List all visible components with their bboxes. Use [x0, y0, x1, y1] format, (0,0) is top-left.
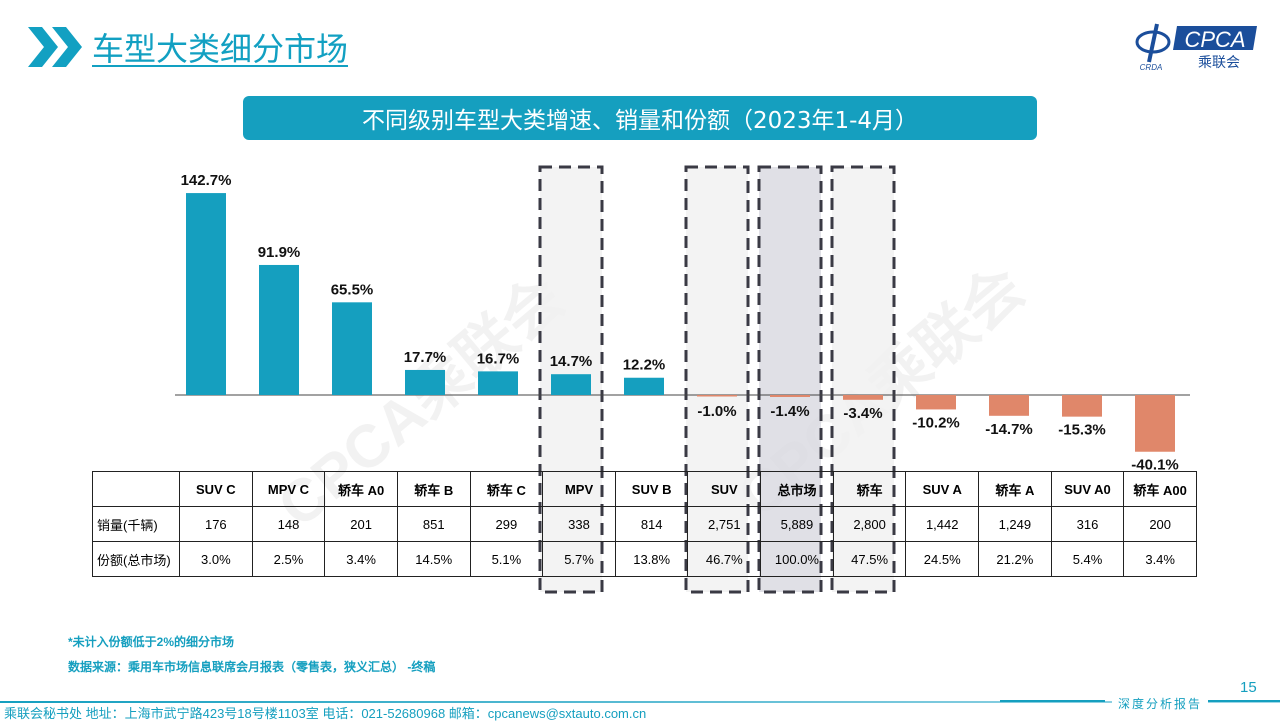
- table-cell: 2,751: [687, 506, 762, 542]
- bar: [332, 302, 372, 395]
- cpca-logo: CPCA 乘联会 CRDA: [1135, 23, 1257, 72]
- bar: [186, 193, 226, 395]
- column-header: 轿车 C: [469, 471, 544, 507]
- table-cell: 5.4%: [1050, 541, 1125, 577]
- page-number: 15: [1240, 679, 1257, 696]
- table-cell: 316: [1050, 506, 1125, 542]
- bar: [697, 395, 737, 397]
- column-header: MPV C: [251, 471, 326, 507]
- data-label: 16.7%: [477, 350, 520, 367]
- bar: [259, 264, 299, 395]
- data-table: SUV C MPV C 轿车 A0 轿车 B 轿车 C MPV SUV B SUV 总市场 轿车 S…: [92, 471, 1197, 577]
- page-title: 车型大类细分市场: [28, 24, 348, 70]
- table-cell: 201: [324, 506, 398, 542]
- bar: [770, 395, 810, 397]
- column-header: 轿车 B: [396, 471, 471, 507]
- table-cell: 1,442: [905, 506, 980, 542]
- table-cell: 5.7%: [542, 541, 616, 577]
- table-cell: 3.0%: [179, 541, 253, 577]
- svg-text:乘联会: 乘联会: [1198, 55, 1240, 71]
- data-label: 17.7%: [404, 349, 447, 366]
- bar: [843, 395, 883, 400]
- data-label: 12.2%: [623, 357, 666, 374]
- table-cell: 24.5%: [905, 541, 980, 577]
- column-header: 轿车: [832, 471, 907, 507]
- table-cell: 3.4%: [324, 541, 398, 577]
- notes: *未计入份额低于2%的细分市场 数据来源：乘用车市场信息联席会月报表（零售表，狭…: [68, 630, 435, 680]
- table-cell: 1,249: [978, 506, 1052, 542]
- svg-text:CPCA: CPCA: [1184, 27, 1245, 52]
- table-cell: 851: [396, 506, 471, 542]
- data-label: 65.5%: [331, 281, 374, 298]
- data-label: -1.0%: [697, 403, 736, 420]
- column-header: MPV: [542, 471, 616, 507]
- table-cell: 2.5%: [251, 541, 326, 577]
- column-header: 轿车 A: [978, 471, 1052, 507]
- table-cell: 21.2%: [978, 541, 1052, 577]
- divider: [1000, 700, 1105, 702]
- table-cell: 814: [614, 506, 689, 542]
- table-header-row: SUV C MPV C 轿车 A0 轿车 B 轿车 C MPV SUV B SUV 总市场 轿车 S…: [92, 471, 1197, 507]
- page-title-text: 车型大类细分市场: [92, 30, 349, 68]
- bar: [1062, 395, 1102, 417]
- column-header: SUV A0: [1050, 471, 1125, 507]
- table-row: 销量(千辆) 176 148 201 851 299 338 814 2,751 5,889 2,8…: [92, 506, 1197, 542]
- table-cell: 2,800: [832, 506, 907, 542]
- column-header: 轿车 A00: [1123, 471, 1197, 507]
- data-label: -14.7%: [985, 421, 1033, 438]
- column-header: 总市场: [760, 471, 834, 507]
- table-cell: 47.5%: [832, 541, 907, 577]
- footer-divider: [0, 701, 1280, 703]
- svg-text:CRDA: CRDA: [1140, 63, 1163, 72]
- footer-contact: 乘联会秘书处 地址：上海市武宁路423号18号楼1103室 电话：021-526…: [4, 706, 647, 721]
- data-label: -40.1%: [1131, 457, 1179, 474]
- data-label: -3.4%: [843, 405, 882, 422]
- table-cell: 176: [179, 506, 253, 542]
- table-cell: 3.4%: [1123, 541, 1197, 577]
- header-blank: [92, 471, 180, 507]
- chevron-double-icon: [28, 27, 82, 67]
- table-cell: 299: [469, 506, 544, 542]
- column-header: SUV: [687, 471, 762, 507]
- bar: [478, 371, 518, 395]
- bar: [624, 377, 664, 395]
- bar: [989, 395, 1029, 416]
- data-label: -15.3%: [1058, 422, 1106, 439]
- row-label: 份额(总市场): [92, 541, 180, 577]
- table-cell: 338: [542, 506, 616, 542]
- table-row: 份额(总市场) 3.0% 2.5% 3.4% 14.5% 5.1% 5.7% 13.8% 46.…: [92, 541, 1197, 577]
- bar: [1135, 395, 1175, 452]
- row-label: 销量(千辆): [92, 506, 180, 542]
- bar: [916, 395, 956, 410]
- chart-title: 不同级别车型大类增速、销量和份额（2023年1-4月）: [243, 96, 1037, 140]
- divider: [1205, 700, 1280, 702]
- bar: [405, 369, 445, 395]
- table-cell: 5.1%: [469, 541, 544, 577]
- table-cell: 200: [1123, 506, 1197, 542]
- table-cell: 5,889: [760, 506, 834, 542]
- data-label: 91.9%: [258, 244, 301, 261]
- column-header: SUV A: [905, 471, 980, 507]
- bar: [551, 374, 591, 395]
- data-label: -10.2%: [912, 414, 960, 431]
- report-label: 深度分析报告: [1112, 695, 1209, 712]
- data-label: -1.4%: [770, 403, 809, 420]
- column-header: SUV B: [614, 471, 689, 507]
- table-cell: 148: [251, 506, 326, 542]
- data-label: 142.7%: [181, 172, 232, 189]
- data-label: 14.7%: [550, 353, 593, 370]
- column-header: 轿车 A0: [324, 471, 398, 507]
- table-cell: 46.7%: [687, 541, 762, 577]
- table-cell: 14.5%: [396, 541, 471, 577]
- note-threshold: *未计入份额低于2%的细分市场: [68, 635, 235, 649]
- column-header: SUV C: [179, 471, 253, 507]
- table-cell: 13.8%: [614, 541, 689, 577]
- note-source: 数据来源：乘用车市场信息联席会月报表（零售表，狭义汇总） -终稿: [68, 660, 436, 674]
- table-cell: 100.0%: [760, 541, 834, 577]
